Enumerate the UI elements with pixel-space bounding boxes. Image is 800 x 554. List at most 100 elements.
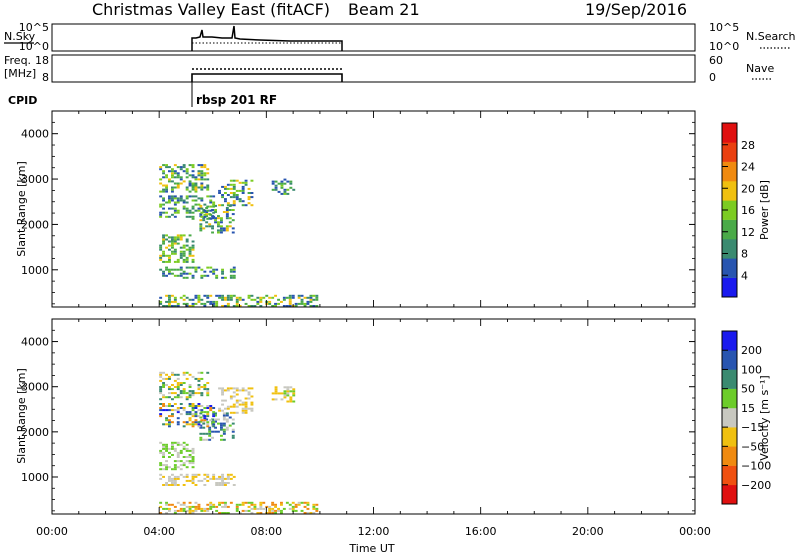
data-cell <box>191 248 195 251</box>
data-cell <box>218 407 221 410</box>
data-cell <box>259 507 263 510</box>
time-tick-labels: 00:00 04:00 08:00 12:00 16:00 20:00 00:00 <box>36 525 711 538</box>
data-cell <box>271 507 275 510</box>
data-cell <box>176 166 180 169</box>
data-cell <box>209 266 213 269</box>
data-cell <box>247 391 251 394</box>
data-cell <box>214 204 217 207</box>
data-cell <box>228 209 232 211</box>
data-cell <box>288 294 292 297</box>
data-cell <box>297 503 301 506</box>
data-cell <box>220 424 223 427</box>
data-cell <box>294 509 298 512</box>
data-cell <box>244 403 248 406</box>
data-cell <box>206 390 210 393</box>
data-cell <box>247 397 251 400</box>
data-cell <box>168 479 171 482</box>
data-cell <box>162 394 165 397</box>
data-cell <box>225 217 229 220</box>
data-cell <box>162 409 165 412</box>
data-cell <box>262 507 266 510</box>
data-cell <box>194 266 198 269</box>
data-cell <box>182 260 186 263</box>
data-cell <box>291 509 295 512</box>
data-cell <box>185 413 189 416</box>
data-cell <box>203 186 207 189</box>
data-cell <box>165 503 168 506</box>
data-cell <box>283 390 287 393</box>
data-cell <box>235 198 239 201</box>
data-cell <box>176 260 180 263</box>
y-tick-label: 2000 <box>21 218 49 231</box>
data-cell <box>194 392 198 395</box>
data-cell <box>173 207 177 210</box>
data-cell <box>191 421 195 424</box>
data-cell <box>168 405 171 407</box>
data-cell <box>241 187 245 190</box>
data-cell <box>232 194 236 196</box>
data-cell <box>221 194 224 196</box>
data-cell <box>162 403 165 405</box>
data-cell <box>176 411 180 414</box>
data-cell <box>309 305 313 307</box>
data-cell <box>205 213 209 216</box>
data-cell <box>221 512 224 514</box>
data-cell <box>185 479 189 482</box>
power-colorbar-label: Power [dB] <box>758 180 771 240</box>
data-cell <box>179 509 183 512</box>
data-cell <box>229 395 233 398</box>
data-cell <box>235 509 239 512</box>
data-cell <box>171 238 174 241</box>
data-cell <box>209 294 213 297</box>
data-cell <box>171 168 174 171</box>
time-tick-label: 20:00 <box>572 525 604 538</box>
data-cell <box>218 294 221 297</box>
data-cell <box>235 300 239 303</box>
data-cell <box>315 507 319 510</box>
data-cell <box>162 386 165 388</box>
data-cell <box>176 423 180 426</box>
data-cell <box>168 415 171 418</box>
data-cell <box>159 462 163 465</box>
data-cell <box>191 254 195 257</box>
colorbar-tick-label: 50 <box>741 383 755 396</box>
data-cell <box>218 501 221 504</box>
data-cell <box>182 180 186 183</box>
data-cell <box>244 405 248 408</box>
data-cell <box>241 407 245 410</box>
data-cell <box>171 409 174 412</box>
data-cell <box>159 409 163 412</box>
data-cell <box>200 207 204 210</box>
nsearch-label: N.Search <box>746 30 796 43</box>
data-cell <box>218 512 221 514</box>
data-cell <box>225 414 229 417</box>
data-cell <box>250 305 254 307</box>
data-cell <box>182 409 186 412</box>
nsky-tick-top: 10^5 <box>19 21 49 34</box>
data-cell <box>235 189 239 192</box>
data-cell <box>165 501 168 504</box>
data-cell <box>185 260 189 263</box>
data-cell <box>173 252 177 255</box>
data-cell <box>162 242 165 245</box>
colorbar-tick-label: 20 <box>741 182 755 195</box>
data-cell <box>222 416 226 419</box>
data-cell <box>203 473 207 476</box>
data-cell <box>179 403 183 405</box>
data-cell <box>188 252 192 255</box>
data-cell <box>165 166 168 169</box>
freq-tick-bottom: 8 <box>42 71 49 84</box>
data-cell <box>173 305 177 307</box>
data-cell <box>238 512 242 514</box>
data-cell <box>159 379 163 382</box>
colorbar-tick-label: 15 <box>741 402 755 415</box>
data-cell <box>226 389 230 392</box>
data-cell <box>200 298 204 301</box>
data-cell <box>171 207 174 210</box>
data-cell <box>280 184 284 187</box>
data-cell <box>179 451 183 454</box>
data-cell <box>168 296 171 299</box>
data-cell <box>253 505 257 508</box>
data-cell <box>182 425 186 428</box>
data-cell <box>159 449 163 452</box>
